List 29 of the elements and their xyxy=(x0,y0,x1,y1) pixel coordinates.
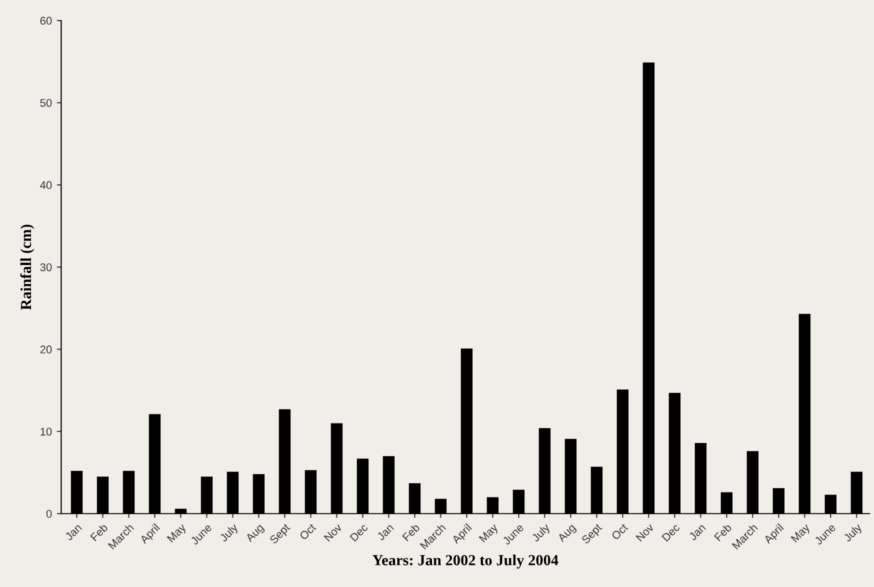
y-tick-label: 10 xyxy=(40,428,52,436)
x-tick-label: Jan xyxy=(64,523,82,541)
x-tick-label: July xyxy=(842,522,864,544)
x-tick-label: July xyxy=(530,522,552,544)
y-tick-label: 30 xyxy=(40,263,52,272)
x-tick-label: Dec xyxy=(662,523,680,542)
x-tick-label: Oct xyxy=(299,522,316,540)
x-tick-label: Jan xyxy=(376,523,394,541)
y-axis-title: Rainfall (cm) xyxy=(20,224,34,310)
x-tick-label: May xyxy=(478,522,500,544)
x-tick-label: Nov xyxy=(324,522,342,542)
y-tick-label: 0 xyxy=(46,510,52,518)
y-tick-label: 50 xyxy=(40,98,52,107)
x-tick-label: Oct xyxy=(611,522,628,540)
x-tick-label: Dec xyxy=(350,523,368,542)
x-tick-label: May xyxy=(790,522,812,544)
x-tick-label: Feb xyxy=(90,522,108,542)
x-tick-label: Feb xyxy=(714,522,732,542)
x-tick-label: Jan xyxy=(688,523,706,541)
x-tick-label: Aug xyxy=(557,523,578,544)
x-tick-label: May xyxy=(166,522,188,544)
y-tick-label: 20 xyxy=(40,346,52,354)
y-tick-label: 60 xyxy=(40,16,52,25)
x-tick-label: July xyxy=(218,522,240,544)
x-tick-label: Feb xyxy=(402,522,420,542)
x-tick-label: Aug xyxy=(245,523,266,544)
y-tick-label: 40 xyxy=(40,181,52,190)
x-tick-label: Nov xyxy=(636,522,654,542)
x-axis-title: Years: Jan 2002 to July 2004 xyxy=(372,554,558,568)
